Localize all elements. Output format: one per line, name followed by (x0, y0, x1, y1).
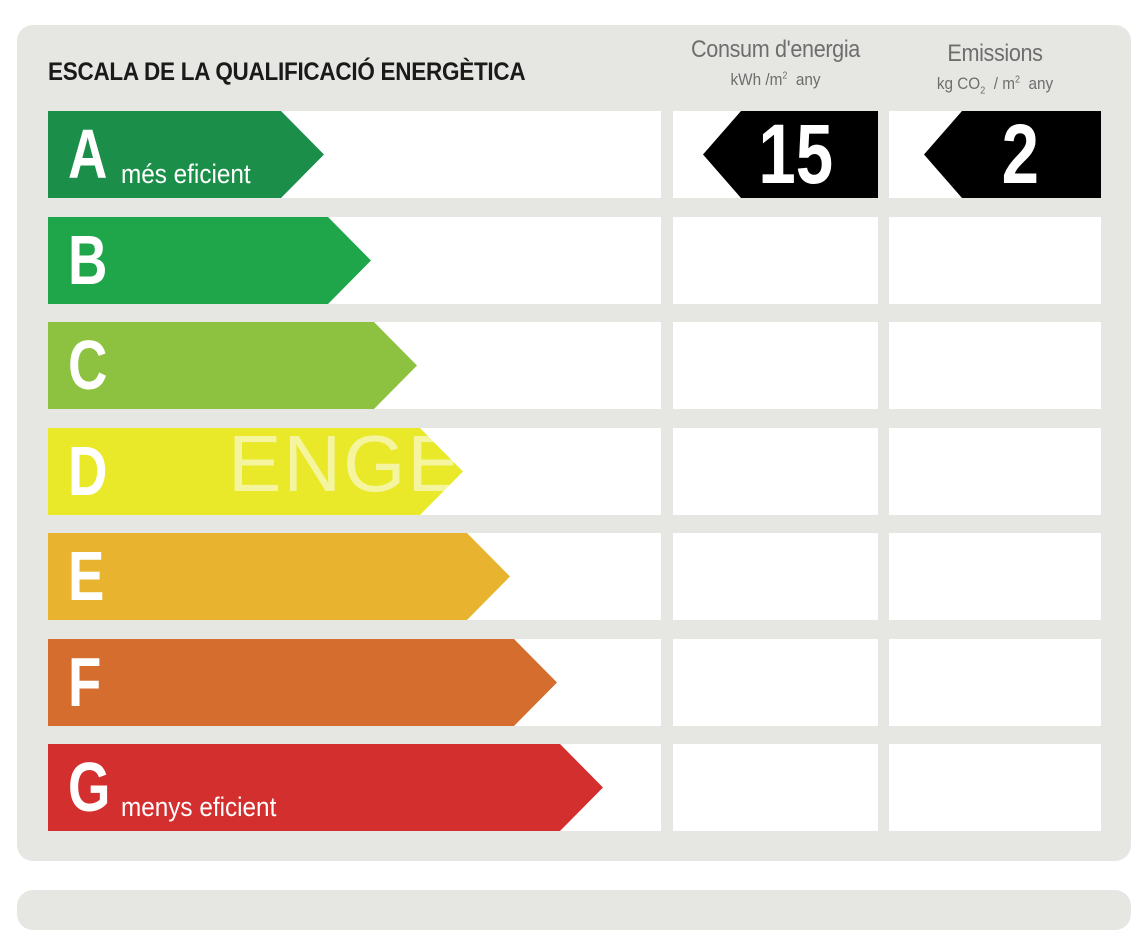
consum-cell (673, 639, 878, 726)
consum-cell (673, 744, 878, 831)
rating-letter: B (68, 221, 108, 299)
rating-arrow-d: D (48, 428, 463, 515)
rating-arrow-c: C (48, 322, 417, 409)
emissions-cell (889, 533, 1101, 620)
rating-label: menys eficient (121, 792, 277, 822)
rating-row-b: B (48, 217, 1101, 304)
consum-unit: kWh /m2 any (730, 70, 821, 89)
emissions-value: 2 (1001, 107, 1040, 201)
rating-letter: E (68, 537, 105, 615)
rating-bar-cell: E (48, 533, 661, 620)
rating-bar-cell: B (48, 217, 661, 304)
emissions-cell (889, 217, 1101, 304)
consum-cell (673, 217, 878, 304)
consum-cell (673, 533, 878, 620)
emissions-cell (889, 428, 1101, 515)
rating-label: més eficient (121, 159, 251, 189)
consum-cell: 15 (673, 111, 878, 198)
emissions-cell (889, 744, 1101, 831)
rating-arrow-f: F (48, 639, 557, 726)
second-card (17, 890, 1131, 930)
rating-letter: C (68, 326, 108, 404)
consum-header: Consum d'energia kWh /m2 any (673, 36, 878, 90)
emissions-cell (889, 322, 1101, 409)
emissions-cell: 2 (889, 111, 1101, 198)
consum-value: 15 (758, 107, 833, 201)
rating-letter: D (68, 432, 108, 510)
rating-bar-cell: D (48, 428, 661, 515)
rating-letter: A (68, 115, 108, 193)
consum-cell (673, 322, 878, 409)
rating-letter: G (68, 748, 111, 826)
emissions-unit: kg CO2 / m2 any (936, 74, 1054, 97)
consum-heading: Consum d'energia (691, 36, 860, 63)
rating-bar-cell: F (48, 639, 661, 726)
rating-row-f: F (48, 639, 1101, 726)
rating-row-d: D (48, 428, 1101, 515)
rating-bar-cell: C (48, 322, 661, 409)
emissions-header: Emissions kg CO2 / m2 any (889, 40, 1101, 96)
rating-row-c: C (48, 322, 1101, 409)
rating-arrow-e: E (48, 533, 510, 620)
emissions-cell (889, 639, 1101, 726)
rating-arrow-b: B (48, 217, 371, 304)
emissions-heading: Emissions (947, 40, 1043, 67)
rating-row-e: E (48, 533, 1101, 620)
scale-title: ESCALA DE LA QUALIFICACIÓ ENERGÈTICA (48, 58, 526, 86)
consum-cell (673, 428, 878, 515)
emissions-value-badge: 2 (924, 111, 1101, 198)
consum-value-badge: 15 (703, 111, 878, 198)
rating-letter: F (68, 643, 102, 721)
